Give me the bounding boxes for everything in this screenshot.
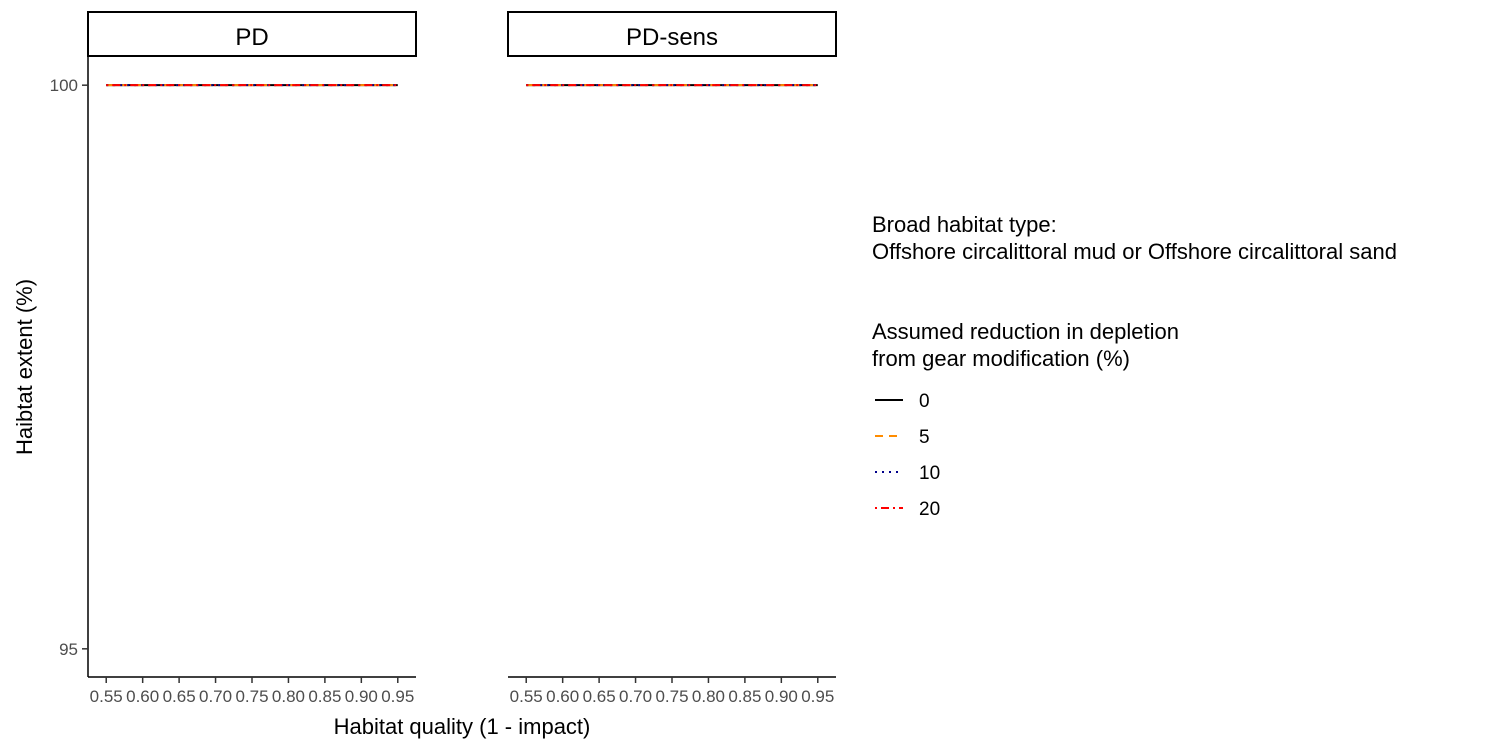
- x-tick-label: 0.55: [90, 687, 123, 706]
- x-tick-label: 0.60: [546, 687, 579, 706]
- facet-strip-pd-sens: PD-sens: [507, 11, 837, 57]
- x-tick-label: 0.75: [655, 687, 688, 706]
- y-tick-label: 100: [50, 76, 78, 95]
- legend-reduction-title-line2: from gear modification (%): [872, 346, 1130, 371]
- legend-reduction-title-line1: Assumed reduction in depletion: [872, 319, 1179, 344]
- facet-strip-label: PD: [235, 24, 268, 51]
- legend-habitat-title-line2: Offshore circalittoral mud or Offshore c…: [872, 239, 1397, 264]
- legend: Broad habitat type: Offshore circalittor…: [872, 212, 1397, 520]
- x-tick-label: 0.90: [765, 687, 798, 706]
- x-tick-label: 0.95: [381, 687, 414, 706]
- x-tick-label: 0.85: [308, 687, 341, 706]
- x-tick-label: 0.85: [728, 687, 761, 706]
- x-tick-label: 0.65: [583, 687, 616, 706]
- x-tick-label: 0.55: [510, 687, 543, 706]
- x-tick-label: 0.60: [126, 687, 159, 706]
- x-tick-label: 0.65: [163, 687, 196, 706]
- legend-habitat-title-line1: Broad habitat type:: [872, 212, 1057, 237]
- legend-key-label: 0: [919, 391, 930, 412]
- x-tick-label: 0.70: [199, 687, 232, 706]
- y-axis-title: Haibtat extent (%): [12, 279, 37, 455]
- x-tick-label: 0.80: [692, 687, 725, 706]
- x-tick-label: 0.70: [619, 687, 652, 706]
- y-tick-label: 95: [59, 640, 78, 659]
- facet-strip-pd: PD: [87, 11, 417, 57]
- x-tick-label: 0.90: [345, 687, 378, 706]
- legend-key-label: 5: [919, 427, 930, 448]
- legend-key-label: 10: [919, 463, 940, 484]
- x-axis-title: Habitat quality (1 - impact): [334, 714, 591, 739]
- facet-strip-label: PD-sens: [626, 24, 718, 51]
- x-tick-label: 0.75: [235, 687, 268, 706]
- x-tick-label: 0.80: [272, 687, 305, 706]
- x-tick-label: 0.95: [801, 687, 834, 706]
- legend-key-label: 20: [919, 499, 940, 520]
